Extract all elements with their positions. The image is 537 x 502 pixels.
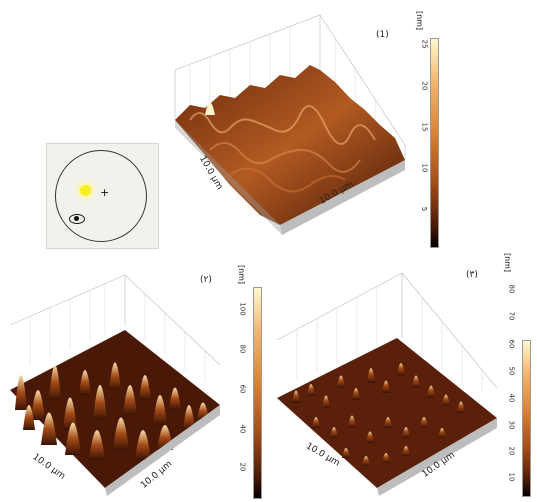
afm-surface-2 (9, 274, 221, 496)
colorbar-1-tick: 15 (420, 122, 429, 132)
panel-2-label: (٢) (200, 275, 212, 285)
colorbar-3-tick: 60 (507, 339, 516, 349)
colorbar-3 (522, 340, 531, 497)
colorbar-3-tick: 50 (507, 366, 516, 376)
afm-surface-1 (174, 14, 406, 235)
colorbar-3-tick: 20 (507, 446, 516, 456)
center-plus-icon: + (100, 186, 110, 199)
colorbar-2-tick: 20 (238, 462, 247, 472)
colorbar-3-tick: 40 (507, 393, 516, 403)
panel-1-label: (1) (376, 30, 389, 40)
panel-3-label: (٣) (466, 270, 478, 280)
colorbar-2-tick: 40 (238, 424, 247, 434)
colorbar-1-tick: 5 (420, 206, 429, 212)
colorbar-1-tick: 10 (420, 163, 429, 173)
colorbar-3-tick: 80 (507, 284, 516, 294)
colorbar-1-unit: [nm] (415, 10, 425, 31)
colorbar-3-unit: [nm] (503, 252, 513, 273)
colorbar-1-tick: 25 (420, 39, 429, 49)
colorbar-1-tick: 20 (420, 81, 429, 91)
colorbar-2-tick: 100 (238, 302, 247, 316)
colorbar-3-tick: 30 (507, 420, 516, 430)
colorbar-3-tick: 70 (507, 311, 516, 321)
colorbar-3-tick: 10 (507, 472, 516, 482)
colorbar-1 (430, 38, 439, 248)
afm-surface-3 (276, 272, 498, 496)
inset-circle (55, 150, 147, 242)
colorbar-2 (253, 287, 262, 499)
light-source-icon (80, 185, 91, 196)
illumination-inset: + (46, 143, 159, 249)
colorbar-2-tick: 60 (238, 384, 247, 394)
eye-icon (69, 214, 85, 224)
colorbar-2-unit: [nm] (237, 264, 247, 285)
colorbar-2-tick: 80 (238, 344, 247, 354)
